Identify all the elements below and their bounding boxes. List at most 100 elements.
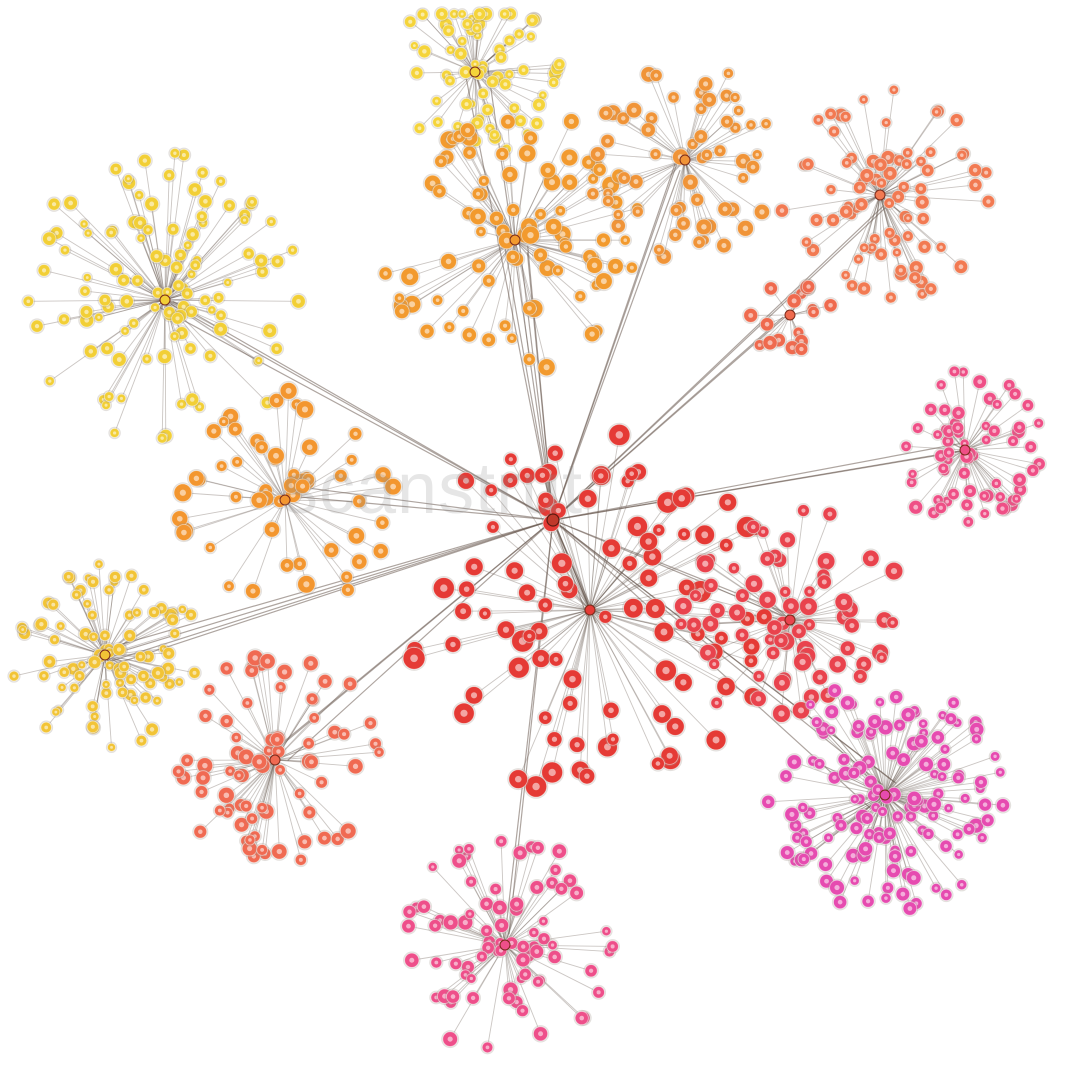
node-core bbox=[448, 919, 454, 926]
node-core bbox=[559, 231, 566, 238]
node-core bbox=[497, 905, 503, 911]
node-core bbox=[838, 823, 844, 828]
node-core bbox=[960, 153, 964, 157]
node-core bbox=[410, 654, 418, 663]
cluster-edge bbox=[589, 577, 649, 611]
node-core bbox=[655, 761, 661, 766]
cluster-edge bbox=[884, 794, 909, 875]
node-core bbox=[217, 808, 222, 813]
cluster-edge bbox=[684, 159, 705, 227]
node-core bbox=[885, 155, 891, 160]
node-core bbox=[128, 693, 133, 698]
node-core bbox=[666, 752, 673, 759]
node-core bbox=[946, 428, 952, 434]
node-core bbox=[612, 263, 619, 269]
node-core bbox=[801, 508, 806, 513]
node-core bbox=[911, 875, 917, 881]
node-core bbox=[828, 302, 833, 308]
node-core bbox=[438, 159, 444, 164]
node-core bbox=[778, 710, 785, 717]
cluster-edge bbox=[548, 472, 591, 611]
node-core bbox=[285, 387, 292, 394]
node-core bbox=[832, 688, 838, 693]
node-core bbox=[837, 899, 843, 905]
cluster-edge bbox=[504, 846, 532, 946]
cluster-edge bbox=[449, 944, 506, 1040]
node-core bbox=[135, 611, 139, 615]
node-core bbox=[844, 160, 849, 165]
node-core bbox=[699, 106, 704, 111]
node-core bbox=[498, 55, 504, 60]
node-core bbox=[167, 173, 172, 178]
node-core bbox=[555, 507, 562, 514]
node-core bbox=[319, 780, 324, 785]
node-core bbox=[808, 851, 814, 856]
node-core bbox=[584, 495, 592, 502]
node-core bbox=[484, 928, 489, 933]
node-core bbox=[707, 620, 714, 627]
node-core bbox=[1000, 506, 1005, 511]
node-core bbox=[679, 621, 684, 627]
node-core bbox=[867, 555, 874, 562]
node-core bbox=[116, 357, 122, 362]
node-core bbox=[590, 191, 596, 196]
cluster-edge bbox=[572, 609, 591, 680]
node-core bbox=[741, 176, 746, 180]
node-core bbox=[203, 713, 208, 719]
node-core bbox=[961, 370, 966, 374]
cluster-orange-top-center bbox=[377, 112, 645, 378]
node-core bbox=[843, 770, 849, 776]
cluster-edge bbox=[22, 629, 106, 656]
node-core bbox=[527, 231, 534, 239]
node-core bbox=[567, 878, 573, 884]
cluster-edge bbox=[474, 71, 477, 142]
cluster-edge bbox=[437, 71, 476, 123]
node-core bbox=[795, 835, 800, 840]
cluster-edge bbox=[964, 446, 1031, 451]
node-core bbox=[499, 839, 504, 844]
node-core bbox=[356, 498, 362, 504]
node-core bbox=[558, 208, 563, 213]
node-core bbox=[853, 879, 857, 883]
cluster-edge bbox=[589, 497, 683, 611]
node-core bbox=[107, 394, 111, 399]
node-core bbox=[907, 906, 913, 911]
node-core bbox=[957, 852, 961, 857]
node-core bbox=[922, 244, 927, 250]
node-core bbox=[104, 346, 110, 351]
node-core bbox=[951, 492, 956, 497]
cluster-edge bbox=[597, 153, 686, 161]
cluster-edge bbox=[422, 14, 476, 73]
node-core bbox=[506, 996, 512, 1001]
node-core bbox=[750, 580, 758, 587]
node-core bbox=[475, 26, 479, 30]
node-core bbox=[879, 655, 884, 660]
node-core bbox=[103, 633, 107, 638]
node-core bbox=[383, 271, 388, 276]
node-core bbox=[500, 151, 505, 157]
node-core bbox=[409, 957, 415, 963]
node-core bbox=[955, 425, 960, 430]
node-core bbox=[345, 587, 351, 593]
node-core bbox=[202, 762, 208, 769]
node-core bbox=[219, 464, 224, 468]
node-core bbox=[821, 579, 827, 585]
node-core bbox=[113, 167, 118, 172]
cluster-edge bbox=[474, 71, 491, 129]
cluster-edge bbox=[684, 159, 744, 162]
node-core bbox=[177, 680, 181, 684]
node-core bbox=[742, 225, 749, 232]
node-core bbox=[141, 587, 146, 592]
node-core bbox=[994, 481, 999, 486]
node-core bbox=[399, 308, 405, 314]
node-core bbox=[179, 489, 186, 496]
node-core bbox=[184, 758, 190, 763]
node-core bbox=[606, 199, 611, 204]
node-core bbox=[717, 148, 723, 153]
cluster-edge bbox=[514, 239, 598, 332]
node-core bbox=[610, 944, 615, 949]
node-core bbox=[347, 681, 353, 687]
cluster-pink-right bbox=[899, 364, 1047, 529]
node-core bbox=[598, 473, 604, 479]
